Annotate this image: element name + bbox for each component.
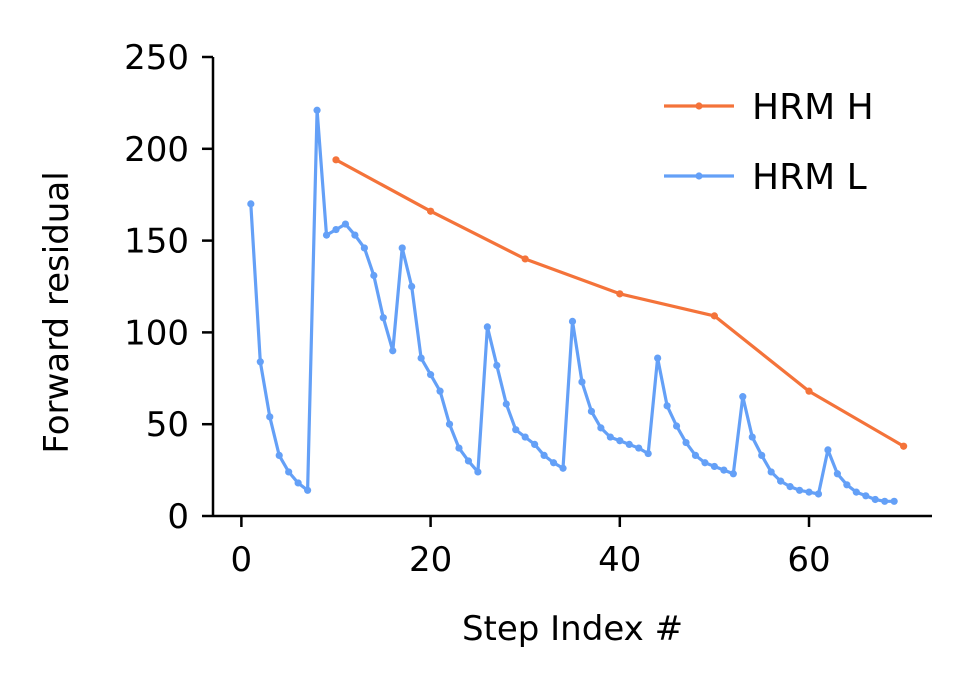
data-point bbox=[521, 433, 529, 441]
data-point bbox=[663, 402, 671, 410]
data-point bbox=[871, 495, 879, 504]
data-point bbox=[436, 387, 444, 395]
legend-label: HRM L bbox=[752, 157, 867, 198]
data-point bbox=[777, 477, 785, 485]
data-point bbox=[786, 483, 794, 491]
data-point bbox=[597, 424, 605, 432]
y-tick-label: 0 bbox=[167, 497, 189, 537]
data-point bbox=[654, 354, 662, 362]
series-hrm-h bbox=[332, 156, 908, 450]
data-point bbox=[398, 244, 406, 252]
data-point bbox=[748, 433, 756, 441]
data-point bbox=[701, 459, 709, 467]
data-point bbox=[351, 231, 359, 239]
x-tick-label: 20 bbox=[409, 540, 452, 580]
data-point bbox=[606, 433, 614, 441]
series-hrm-l bbox=[247, 106, 898, 505]
data-point bbox=[512, 426, 520, 434]
legend-swatch-marker bbox=[695, 102, 703, 110]
data-point bbox=[426, 207, 435, 215]
data-point bbox=[625, 440, 633, 448]
data-point bbox=[559, 464, 567, 472]
data-point bbox=[805, 488, 813, 496]
data-point bbox=[493, 361, 501, 370]
data-point bbox=[852, 488, 860, 496]
data-point bbox=[285, 468, 293, 476]
data-point bbox=[795, 486, 804, 494]
data-point bbox=[578, 378, 586, 386]
data-point bbox=[408, 282, 416, 291]
data-point bbox=[370, 271, 378, 280]
data-point bbox=[739, 393, 747, 401]
data-point bbox=[843, 481, 851, 489]
data-point bbox=[332, 156, 340, 164]
data-point bbox=[304, 486, 312, 494]
data-point bbox=[474, 468, 482, 476]
data-point bbox=[720, 466, 728, 474]
data-point bbox=[256, 358, 264, 366]
data-point bbox=[483, 323, 491, 331]
data-point bbox=[672, 422, 681, 430]
data-point bbox=[635, 444, 643, 452]
data-point bbox=[502, 400, 510, 408]
data-point bbox=[360, 244, 368, 252]
data-point bbox=[266, 413, 274, 421]
y-tick-label: 100 bbox=[124, 313, 189, 353]
data-point bbox=[805, 387, 813, 395]
data-point bbox=[540, 451, 548, 460]
data-point bbox=[644, 449, 652, 458]
data-point bbox=[710, 312, 719, 320]
series-line bbox=[335, 158, 905, 448]
y-tick-label: 250 bbox=[124, 38, 189, 78]
data-point bbox=[758, 451, 766, 460]
data-point bbox=[275, 451, 283, 460]
x-tick-label: 40 bbox=[598, 540, 641, 580]
data-point bbox=[322, 231, 331, 239]
series-layer bbox=[247, 106, 908, 505]
data-point bbox=[691, 451, 700, 460]
y-tick-label: 200 bbox=[124, 130, 189, 170]
data-point bbox=[389, 347, 397, 355]
data-point bbox=[729, 470, 737, 478]
legend-label: HRM H bbox=[752, 87, 874, 128]
data-point bbox=[521, 255, 529, 263]
data-point bbox=[464, 457, 473, 465]
data-point bbox=[247, 200, 255, 208]
y-axis-title: Forward residual bbox=[37, 171, 77, 453]
x-tick-label: 0 bbox=[231, 540, 253, 580]
data-point bbox=[890, 497, 898, 505]
data-point bbox=[531, 440, 539, 448]
data-point bbox=[616, 437, 624, 445]
legend-swatch-marker bbox=[695, 172, 703, 180]
data-point bbox=[332, 225, 340, 234]
data-point bbox=[881, 497, 889, 505]
y-tick-label: 50 bbox=[146, 405, 189, 445]
data-point bbox=[616, 290, 624, 298]
x-tick-label: 60 bbox=[787, 540, 830, 580]
x-axis-title: Step Index # bbox=[462, 609, 683, 649]
data-point bbox=[426, 371, 435, 379]
data-point bbox=[568, 317, 577, 325]
data-point bbox=[313, 106, 321, 114]
data-point bbox=[587, 407, 596, 415]
data-point bbox=[455, 444, 463, 452]
data-point bbox=[549, 459, 558, 467]
data-point bbox=[379, 314, 387, 322]
data-point bbox=[900, 442, 908, 450]
y-tick-label: 150 bbox=[124, 222, 189, 262]
legend: HRM H HRM L bbox=[664, 87, 874, 198]
data-point bbox=[341, 220, 350, 228]
data-point bbox=[862, 492, 870, 500]
data-point bbox=[445, 420, 454, 428]
data-point bbox=[682, 438, 690, 447]
data-point bbox=[767, 468, 775, 476]
data-point bbox=[814, 490, 823, 498]
data-point bbox=[417, 354, 425, 362]
data-point bbox=[294, 479, 302, 487]
data-point bbox=[824, 446, 832, 454]
data-point bbox=[710, 462, 719, 471]
axes: 0 20 40 60 0 50 100 150 200 250 bbox=[124, 38, 932, 580]
data-point bbox=[833, 470, 841, 478]
